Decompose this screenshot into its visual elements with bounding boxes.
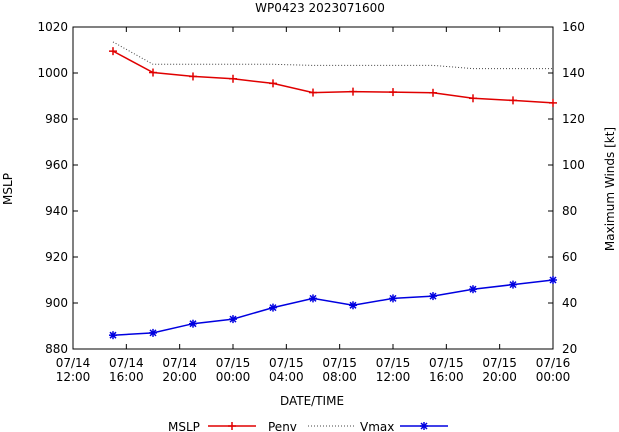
legend-marker-vmax-d2 [420, 422, 428, 430]
series-layer [109, 41, 557, 340]
x-tick-label-time: 00:00 [216, 370, 251, 384]
x-tick-label-date: 07/15 [322, 356, 357, 370]
penv-point [389, 88, 397, 97]
x-axis-ticks: 07/1412:0007/1416:0007/1420:0007/1500:00… [56, 27, 571, 384]
penv-point [149, 68, 157, 77]
vmax-marker-d2 [389, 294, 397, 302]
right-tick-label: 40 [562, 296, 577, 310]
x-tick-label-time: 08:00 [322, 370, 357, 384]
right-tick-label: 140 [562, 66, 585, 80]
x-tick-label-time: 20:00 [162, 370, 197, 384]
vmax-marker-d2 [309, 294, 317, 302]
series-line-vmax [112, 279, 554, 336]
left-tick-label: 960 [45, 158, 68, 172]
x-tick-label-date: 07/15 [269, 356, 304, 370]
series-line-penv [112, 50, 554, 104]
penv-point [189, 72, 197, 81]
penv-point [429, 88, 437, 97]
x-axis-title: DATE/TIME [280, 394, 344, 408]
plot-frame-layer [72, 26, 554, 350]
vmax-marker-d2 [269, 304, 277, 312]
vmax-point [349, 301, 357, 310]
x-tick-label-time: 20:00 [482, 370, 517, 384]
vmax-marker-d2 [509, 281, 517, 289]
penv-point [549, 98, 557, 107]
right-axis-title: Maximum Winds [kt] [603, 127, 617, 251]
vmax-marker-d2 [549, 276, 557, 284]
x-tick-label-time: 00:00 [536, 370, 571, 384]
legend-label-mslp: MSLP [168, 420, 200, 432]
penv-point [229, 74, 237, 83]
penv-point [349, 87, 357, 96]
x-tick-label-date: 07/14 [109, 356, 144, 370]
legend-label-vmax: Vmax [360, 420, 394, 432]
right-tick-label: 60 [562, 250, 577, 264]
right-tick-label: 20 [562, 342, 577, 356]
legend-label-penv: Penv [268, 420, 297, 432]
vmax-point [109, 331, 117, 340]
vmax-marker-d2 [229, 315, 237, 323]
x-tick-label-time: 12:00 [376, 370, 411, 384]
legend: MSLP Penv Vmax [168, 420, 448, 432]
right-axis-ticks: 20 40 60 80 100 120 140 160 [562, 20, 585, 356]
left-tick-label: 980 [45, 112, 68, 126]
x-tick-label-date: 07/15 [482, 356, 517, 370]
vmax-marker-d2 [149, 329, 157, 337]
right-tick-label: 160 [562, 20, 585, 34]
left-axis-title: MSLP [1, 173, 15, 205]
vmax-marker-d2 [189, 320, 197, 328]
left-tick-label: 900 [45, 296, 68, 310]
vmax-marker-d2 [429, 292, 437, 300]
x-tick-label-date: 07/15 [376, 356, 411, 370]
vmax-point [309, 294, 317, 303]
right-tick-label: 120 [562, 112, 585, 126]
vmax-point [549, 276, 557, 284]
left-tick-label: 1000 [37, 66, 68, 80]
left-tick-label: 1020 [37, 20, 68, 34]
vmax-point [189, 319, 197, 328]
x-tick-label-time: 16:00 [109, 370, 144, 384]
penv-point [509, 96, 517, 105]
x-tick-label-time: 16:00 [429, 370, 464, 384]
left-tick-label: 940 [45, 204, 68, 218]
vmax-point [509, 280, 517, 289]
plot-frame [72, 26, 554, 350]
x-tick-label-date: 07/15 [216, 356, 251, 370]
right-tick-label: 100 [562, 158, 585, 172]
left-tick-label: 880 [45, 342, 68, 356]
vmax-marker-d2 [349, 301, 357, 309]
vmax-point [429, 292, 437, 301]
series-line-envelope [112, 41, 553, 70]
vmax-point [149, 328, 157, 337]
chart-title: WP0423 2023071600 [255, 1, 385, 15]
vmax-point [469, 285, 477, 294]
x-tick-label-date: 07/16 [536, 356, 571, 370]
penv-point [109, 47, 117, 56]
vmax-marker-d2 [469, 285, 477, 293]
x-tick-label-date: 07/14 [56, 356, 91, 370]
vmax-point [229, 315, 237, 324]
x-tick-label-date: 07/14 [162, 356, 197, 370]
penv-point [309, 88, 317, 97]
left-axis-ticks: 880 900 920 940 960 980 1000 1020 [37, 20, 553, 356]
x-tick-label-time: 12:00 [56, 370, 91, 384]
left-tick-label: 920 [45, 250, 68, 264]
penv-point [269, 79, 277, 88]
penv-point [469, 94, 477, 103]
right-tick-label: 80 [562, 204, 577, 218]
x-tick-label-date: 07/15 [429, 356, 464, 370]
vmax-point [389, 294, 397, 303]
vmax-marker-d2 [109, 331, 117, 339]
vmax-point [269, 303, 277, 312]
x-tick-label-time: 04:00 [269, 370, 304, 384]
